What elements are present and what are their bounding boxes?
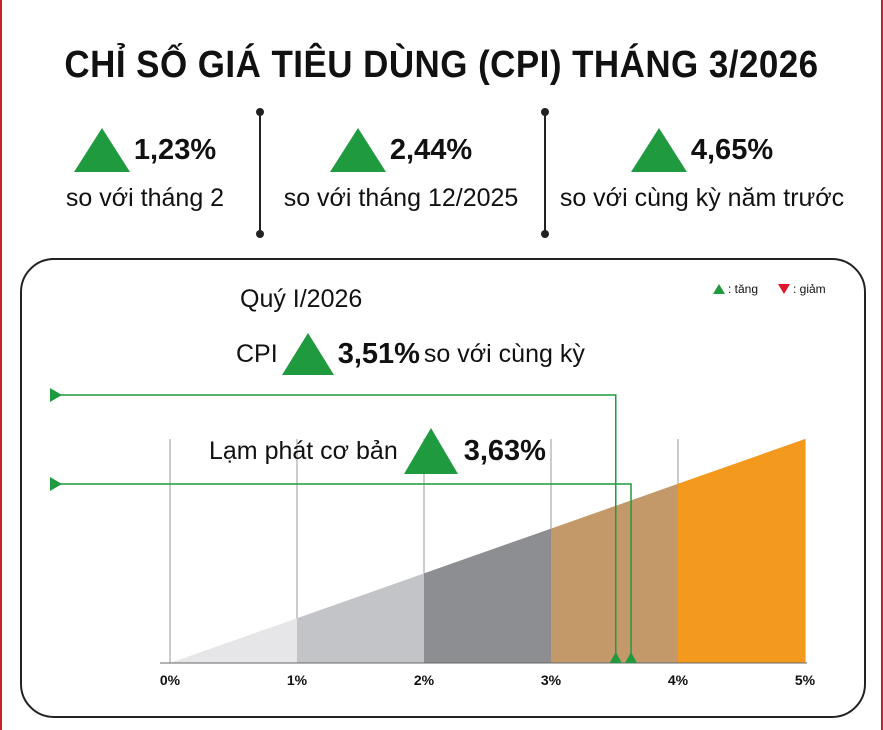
stat-label: so với tháng 2 — [65, 184, 225, 212]
divider — [541, 108, 549, 238]
stat-december: 2,44% so với tháng 12/2025 — [270, 124, 532, 234]
core-value: 3,63% — [463, 434, 546, 467]
core-label: Lạm phát cơ bản — [209, 436, 398, 465]
marker-arrow-2 — [50, 477, 62, 491]
x-tick-label: 1% — [287, 672, 308, 688]
legend-up-label: : tăng — [728, 282, 759, 296]
cpi-suffix: so với cùng kỳ — [423, 339, 585, 368]
up-triangle-icon — [281, 333, 334, 375]
stat-label: so với tháng 12/2025 — [283, 184, 519, 212]
chart-band-1 — [170, 618, 297, 663]
marker-point-2 — [625, 652, 638, 663]
legend-up: : tăng — [713, 282, 758, 296]
chart-band-2 — [297, 573, 424, 663]
stat-month: 1,23% so với tháng 2 — [40, 124, 250, 234]
left-edge-line — [0, 0, 2, 730]
legend-down: : giảm — [778, 282, 826, 296]
down-triangle-icon — [778, 284, 790, 294]
marker-leader-1 — [58, 394, 617, 657]
core-inflation-row: Lạm phát cơ bản 3,63% — [209, 428, 546, 474]
chart-band-5 — [678, 439, 805, 663]
stat-value: 4,65% — [690, 133, 774, 166]
right-edge-line — [881, 0, 883, 730]
cpi-label: CPI — [236, 339, 278, 368]
stat-year: 4,65% so với cùng kỳ năm trước — [552, 124, 852, 234]
stat-value: 1,23% — [133, 133, 217, 166]
up-triangle-icon — [73, 128, 130, 172]
quarter-title: Quý I/2026 — [240, 285, 363, 313]
chart-band-4 — [551, 483, 678, 663]
stat-label: so với cùng kỳ năm trước — [559, 184, 845, 212]
x-tick-label: 0% — [160, 672, 181, 688]
divider — [256, 108, 264, 238]
page-title: CHỈ SỐ GIÁ TIÊU DÙNG (CPI) THÁNG 3/2026 — [64, 44, 819, 86]
stat-value: 2,44% — [389, 133, 473, 166]
marker-arrow-1 — [50, 388, 62, 402]
up-triangle-icon — [329, 128, 386, 172]
x-tick-label: 3% — [541, 672, 562, 688]
x-tick-label: 5% — [795, 672, 816, 688]
up-triangle-icon — [403, 428, 458, 474]
up-triangle-icon — [630, 128, 687, 172]
chart-band-3 — [424, 528, 551, 663]
up-triangle-icon — [713, 284, 725, 294]
cpi-value: 3,51% — [337, 337, 420, 370]
x-tick-label: 4% — [668, 672, 689, 688]
legend-down-label: : giảm — [793, 282, 826, 296]
marker-leader-2 — [58, 483, 632, 657]
marker-point-1 — [609, 652, 622, 663]
cpi-row: CPI 3,51% so với cùng kỳ — [236, 333, 585, 375]
x-tick-label: 2% — [414, 672, 435, 688]
